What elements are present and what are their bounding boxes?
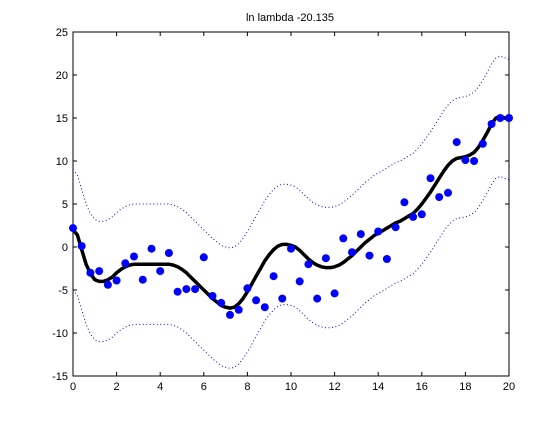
data-point — [330, 289, 339, 298]
data-point — [452, 138, 461, 147]
data-point — [278, 294, 287, 303]
data-point — [130, 252, 138, 261]
lower-confidence-line — [72, 175, 510, 369]
data-point — [156, 267, 165, 276]
data-point — [435, 193, 444, 202]
data-point — [426, 174, 435, 183]
data-point — [199, 253, 208, 262]
upper-confidence-line — [72, 55, 510, 249]
data-point — [208, 292, 217, 300]
y-tick-label: 10 — [56, 156, 68, 168]
y-tick-label: 0 — [62, 242, 68, 254]
data-point — [461, 156, 470, 165]
y-tick-label: -5 — [58, 285, 68, 297]
y-tick-label: -10 — [52, 328, 68, 340]
data-point — [147, 244, 156, 253]
data-point — [356, 230, 365, 239]
data-point — [313, 294, 322, 303]
data-point — [400, 198, 409, 207]
y-tick-label: 20 — [56, 70, 68, 82]
data-point — [173, 287, 182, 296]
data-point — [269, 272, 278, 281]
x-tick-label: 20 — [503, 381, 515, 393]
data-point — [182, 285, 191, 294]
data-point — [339, 234, 348, 243]
data-point — [138, 275, 147, 284]
chart-title: ln lambda -20.135 — [246, 12, 334, 24]
data-point — [478, 139, 487, 148]
data-point — [86, 268, 95, 277]
x-tick-label: 0 — [70, 381, 76, 393]
data-point — [382, 255, 391, 263]
data-point — [191, 285, 200, 294]
data-point — [444, 188, 452, 197]
data-point — [487, 120, 496, 128]
series-layer — [69, 55, 513, 369]
y-axis: -15 -10 -5 0 5 10 15 20 25 — [52, 27, 509, 383]
y-tick-label: -15 — [52, 371, 68, 383]
data-point — [287, 244, 295, 253]
data-point — [295, 277, 304, 286]
x-axis: 0 2 4 6 8 10 12 14 16 18 20 — [70, 32, 515, 393]
data-point — [409, 212, 418, 221]
x-tick-label: 10 — [285, 381, 297, 393]
x-tick-label: 6 — [201, 381, 207, 393]
data-point — [95, 267, 104, 276]
y-tick-label: 5 — [62, 199, 68, 211]
x-tick-label: 16 — [416, 381, 428, 393]
data-point — [417, 210, 426, 219]
data-point — [69, 224, 77, 233]
data-point — [365, 251, 374, 260]
data-point — [505, 114, 513, 122]
y-tick-label: 25 — [56, 27, 68, 39]
x-tick-label: 8 — [244, 381, 250, 393]
x-tick-label: 12 — [328, 381, 340, 393]
data-point — [112, 276, 121, 285]
x-tick-label: 2 — [114, 381, 120, 393]
data-point — [321, 254, 330, 263]
data-point — [496, 114, 505, 122]
x-tick-label: 4 — [157, 381, 163, 393]
data-point — [226, 310, 234, 319]
data-point — [391, 223, 400, 232]
data-point — [77, 242, 86, 251]
data-point — [217, 298, 226, 307]
y-tick-label: 15 — [56, 113, 68, 125]
data-point — [103, 280, 112, 289]
x-tick-label: 14 — [372, 381, 384, 393]
data-point — [252, 296, 261, 305]
data-point — [304, 260, 313, 269]
data-point — [121, 259, 130, 268]
data-point — [243, 284, 252, 293]
data-point — [164, 249, 173, 257]
x-tick-label: 18 — [459, 381, 471, 393]
data-point — [260, 303, 269, 312]
data-point — [348, 248, 356, 257]
data-point — [470, 157, 479, 165]
data-point — [234, 305, 243, 314]
data-point — [374, 227, 383, 236]
